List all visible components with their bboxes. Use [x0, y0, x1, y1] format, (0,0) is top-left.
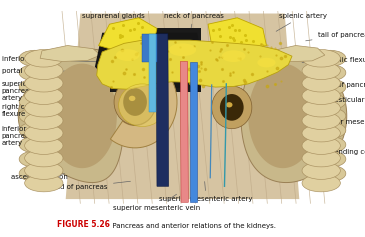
- Text: splenic artery: splenic artery: [276, 13, 327, 31]
- Text: superior mesenteric artery: superior mesenteric artery: [160, 182, 253, 202]
- Text: inferior mesenteric vein: inferior mesenteric vein: [278, 119, 365, 125]
- Ellipse shape: [302, 149, 340, 167]
- Ellipse shape: [25, 112, 63, 129]
- Text: tail of pancreas: tail of pancreas: [306, 32, 365, 41]
- Polygon shape: [190, 62, 197, 202]
- Polygon shape: [97, 40, 292, 89]
- Ellipse shape: [222, 50, 245, 62]
- Polygon shape: [208, 18, 266, 54]
- Ellipse shape: [302, 62, 340, 80]
- Ellipse shape: [119, 84, 166, 127]
- Polygon shape: [180, 62, 188, 202]
- Ellipse shape: [19, 122, 50, 138]
- Text: portal vein: portal vein: [2, 68, 114, 74]
- Ellipse shape: [25, 74, 63, 92]
- Ellipse shape: [212, 86, 252, 129]
- Ellipse shape: [302, 112, 340, 129]
- Ellipse shape: [25, 149, 63, 167]
- Ellipse shape: [302, 162, 340, 179]
- Ellipse shape: [19, 65, 50, 81]
- Text: body of pancreas: body of pancreas: [291, 82, 365, 88]
- Ellipse shape: [19, 108, 50, 124]
- Ellipse shape: [302, 124, 340, 142]
- Ellipse shape: [169, 43, 196, 56]
- Text: FIGURE 5.26: FIGURE 5.26: [57, 220, 110, 229]
- Ellipse shape: [315, 137, 346, 153]
- Text: inferior vena cava: inferior vena cava: [2, 56, 116, 63]
- Ellipse shape: [302, 137, 340, 154]
- Ellipse shape: [226, 102, 233, 107]
- Polygon shape: [270, 46, 325, 62]
- Ellipse shape: [19, 94, 50, 109]
- Polygon shape: [99, 18, 157, 54]
- Ellipse shape: [123, 88, 147, 116]
- Ellipse shape: [302, 87, 340, 105]
- Text: neck of pancreas: neck of pancreas: [164, 13, 223, 32]
- Ellipse shape: [315, 50, 346, 66]
- Text: superior mesenteric vein: superior mesenteric vein: [113, 194, 201, 211]
- Ellipse shape: [19, 151, 50, 167]
- Ellipse shape: [220, 94, 244, 121]
- Polygon shape: [248, 64, 318, 168]
- Ellipse shape: [257, 58, 276, 67]
- Text: left testicular vein: left testicular vein: [286, 95, 365, 103]
- Polygon shape: [66, 14, 299, 199]
- Text: bile duct: bile duct: [35, 78, 121, 84]
- Ellipse shape: [25, 87, 63, 105]
- Polygon shape: [110, 28, 201, 92]
- Ellipse shape: [25, 162, 63, 179]
- Ellipse shape: [25, 50, 63, 67]
- Ellipse shape: [25, 137, 63, 154]
- Ellipse shape: [302, 100, 340, 117]
- Ellipse shape: [315, 108, 346, 124]
- Ellipse shape: [302, 174, 340, 192]
- Ellipse shape: [315, 94, 346, 109]
- Polygon shape: [18, 49, 124, 182]
- Ellipse shape: [302, 50, 340, 67]
- Ellipse shape: [315, 79, 346, 95]
- Text: inferior
pancreaticoduodenal
artery: inferior pancreaticoduodenal artery: [2, 126, 94, 146]
- Text: right colic
flexure: right colic flexure: [2, 100, 74, 117]
- Ellipse shape: [19, 165, 50, 182]
- Ellipse shape: [315, 65, 346, 81]
- Polygon shape: [95, 33, 204, 88]
- Ellipse shape: [116, 49, 139, 61]
- Text: descending colon: descending colon: [302, 147, 365, 155]
- Text: superior
pancreaticoduodenal
artery: superior pancreaticoduodenal artery: [2, 81, 103, 101]
- Ellipse shape: [19, 79, 50, 95]
- Text: head of pancreas: head of pancreas: [47, 181, 130, 190]
- Polygon shape: [156, 34, 169, 186]
- Ellipse shape: [114, 79, 156, 125]
- Ellipse shape: [25, 174, 63, 192]
- Ellipse shape: [19, 50, 50, 66]
- Ellipse shape: [302, 74, 340, 92]
- Text: ascending colon: ascending colon: [11, 174, 68, 180]
- Polygon shape: [142, 34, 157, 62]
- Ellipse shape: [315, 122, 346, 138]
- Ellipse shape: [315, 151, 346, 167]
- Text: suprarenal glands: suprarenal glands: [82, 13, 145, 33]
- Polygon shape: [47, 64, 117, 168]
- Ellipse shape: [129, 96, 135, 101]
- Ellipse shape: [315, 165, 346, 182]
- Ellipse shape: [25, 100, 63, 117]
- Polygon shape: [40, 46, 100, 62]
- Ellipse shape: [25, 62, 63, 80]
- Polygon shape: [149, 34, 156, 112]
- Ellipse shape: [19, 137, 50, 153]
- Text: Pancreas and anterior relations of the kidneys.: Pancreas and anterior relations of the k…: [108, 223, 276, 229]
- Polygon shape: [110, 56, 177, 148]
- Polygon shape: [241, 49, 347, 182]
- Text: left colic flexure: left colic flexure: [302, 57, 365, 64]
- Ellipse shape: [25, 124, 63, 142]
